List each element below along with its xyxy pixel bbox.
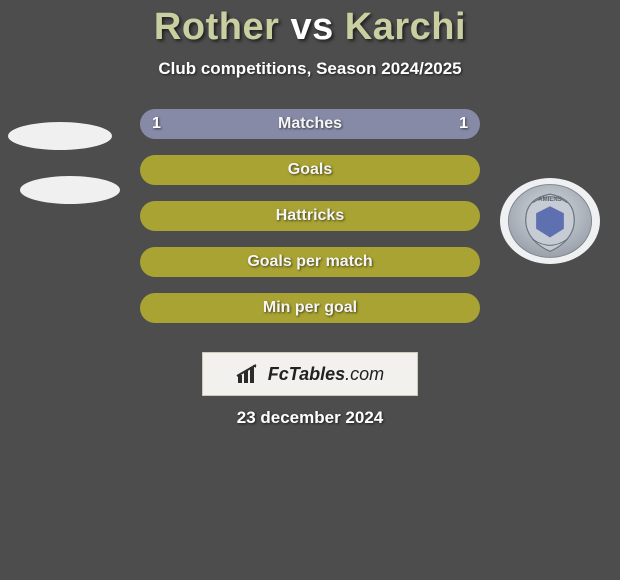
brand-text: FcTables.com xyxy=(268,364,384,385)
subtitle: Club competitions, Season 2024/2025 xyxy=(0,59,620,79)
stat-bar-label: Goals xyxy=(140,161,480,179)
stat-bar-label: Matches xyxy=(140,115,480,133)
title-vs: vs xyxy=(290,6,333,48)
stat-bar: Matches1 1 xyxy=(140,109,480,139)
brand-light: .com xyxy=(345,364,384,384)
footer-date: 23 december 2024 xyxy=(0,408,620,428)
stat-bar-label: Hattricks xyxy=(140,207,480,225)
title-player2: Karchi xyxy=(345,6,466,48)
stat-bar: Goals per match xyxy=(140,247,480,277)
stat-value-left: 1 xyxy=(152,115,161,133)
title-player1: Rother xyxy=(154,6,279,48)
page-title: Rother vs Karchi xyxy=(0,0,620,49)
stat-bar: Goals xyxy=(140,155,480,185)
stat-bar-label: Goals per match xyxy=(140,253,480,271)
stat-bar: Hattricks xyxy=(140,201,480,231)
stats-chart: Matches1 1 Goals Hattricks Goals per match Mi… xyxy=(0,109,620,339)
stat-bar: Min per goal xyxy=(140,293,480,323)
bars-icon xyxy=(236,363,262,385)
brand-bold: FcTables xyxy=(268,364,345,384)
stat-bar-label: Min per goal xyxy=(140,299,480,317)
comparison-card: Rother vs Karchi Club competitions, Seas… xyxy=(0,0,620,580)
stat-value-right: 1 xyxy=(459,115,468,133)
brand-badge: FcTables.com xyxy=(202,352,418,396)
